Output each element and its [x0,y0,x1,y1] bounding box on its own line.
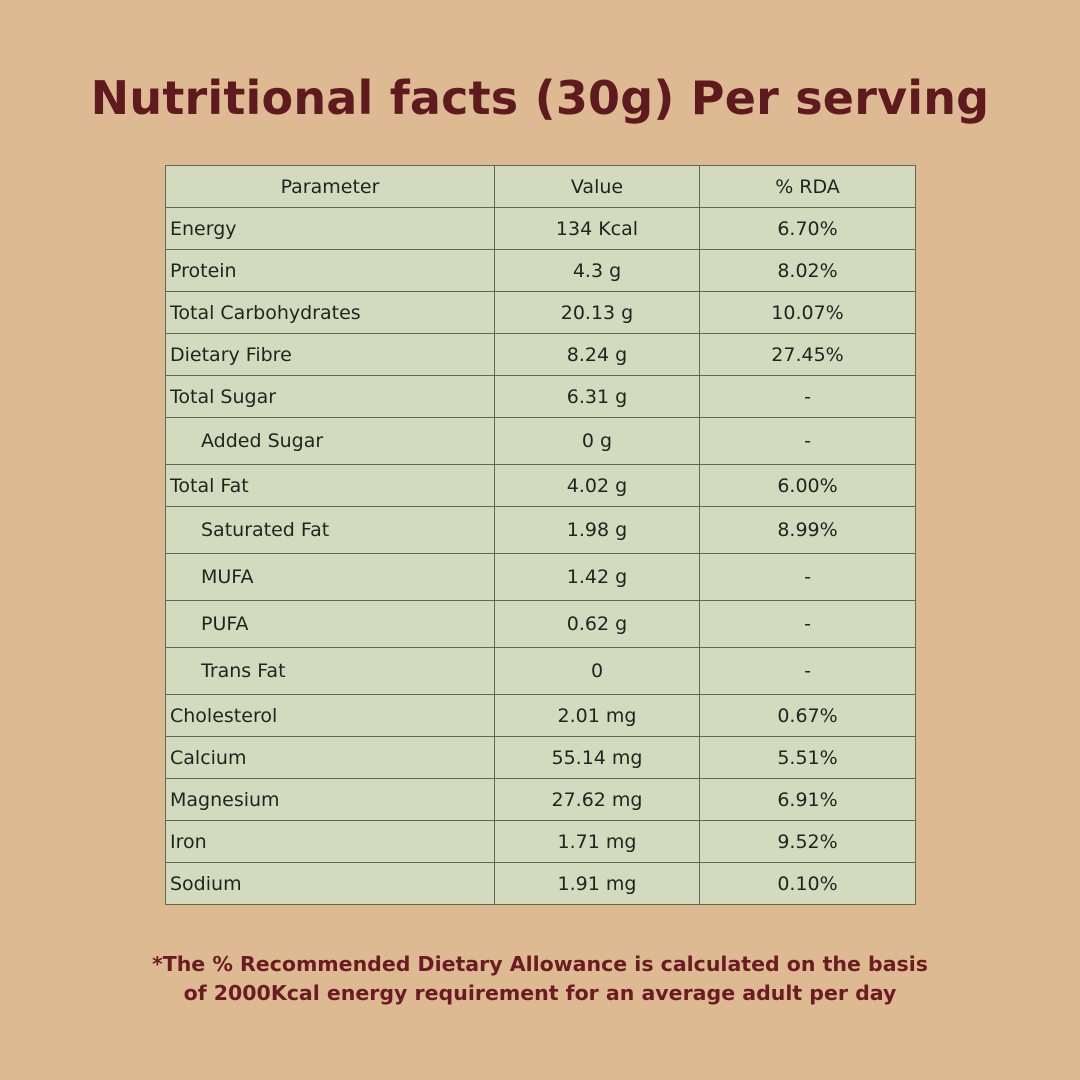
rda-footnote: *The % Recommended Dietary Allowance is … [0,950,1080,1008]
table-row: PUFA 0.62 g - [165,600,916,648]
cell-value: 55.14 mg [494,736,700,779]
cell-parameter: Total Fat [165,464,495,507]
cell-value: 27.62 mg [494,778,700,821]
table-row: Energy 134 Kcal 6.70% [165,207,916,250]
cell-parameter: Saturated Fat [165,506,495,554]
page-title: Nutritional facts (30g) Per serving [90,71,990,125]
cell-rda: 6.00% [699,464,916,507]
cell-value: 0 [494,647,700,695]
cell-rda: 8.02% [699,249,916,292]
cell-rda: 6.91% [699,778,916,821]
cell-rda: 0.67% [699,694,916,737]
cell-value: 6.31 g [494,375,700,418]
footnote-line-2: of 2000Kcal energy requirement for an av… [183,981,897,1005]
cell-parameter: Added Sugar [165,417,495,465]
cell-parameter: Sodium [165,862,495,905]
cell-rda: 0.10% [699,862,916,905]
table-row: Cholesterol 2.01 mg 0.67% [165,694,916,737]
cell-parameter: Protein [165,249,495,292]
cell-value: 1.91 mg [494,862,700,905]
cell-value: 20.13 g [494,291,700,334]
cell-rda: - [699,647,916,695]
cell-parameter: Iron [165,820,495,863]
cell-value: 1.71 mg [494,820,700,863]
cell-rda: 8.99% [699,506,916,554]
cell-rda: 6.70% [699,207,916,250]
cell-parameter: Energy [165,207,495,250]
cell-value: 0 g [494,417,700,465]
cell-rda: - [699,553,916,601]
nutrition-table: Parameter Value % RDA Energy 134 Kcal 6.… [165,165,916,905]
cell-rda: - [699,600,916,648]
cell-value: 2.01 mg [494,694,700,737]
cell-rda: 5.51% [699,736,916,779]
table-row: Magnesium 27.62 mg 6.91% [165,778,916,821]
table-row: Total Fat 4.02 g 6.00% [165,464,916,507]
table-row: Saturated Fat 1.98 g 8.99% [165,506,916,554]
cell-parameter: Trans Fat [165,647,495,695]
cell-value: 8.24 g [494,333,700,376]
cell-parameter: Total Carbohydrates [165,291,495,334]
header-parameter: Parameter [165,165,495,208]
cell-rda: 9.52% [699,820,916,863]
cell-parameter: Cholesterol [165,694,495,737]
cell-rda: - [699,375,916,418]
cell-parameter: Magnesium [165,778,495,821]
table-row: MUFA 1.42 g - [165,553,916,601]
cell-value: 1.42 g [494,553,700,601]
table-row: Calcium 55.14 mg 5.51% [165,736,916,779]
header-value: Value [494,165,700,208]
cell-parameter: Total Sugar [165,375,495,418]
cell-value: 4.02 g [494,464,700,507]
cell-value: 0.62 g [494,600,700,648]
footnote-line-1: *The % Recommended Dietary Allowance is … [152,952,928,976]
cell-rda: 10.07% [699,291,916,334]
cell-value: 1.98 g [494,506,700,554]
cell-rda: - [699,417,916,465]
cell-parameter: PUFA [165,600,495,648]
table-row: Total Carbohydrates 20.13 g 10.07% [165,291,916,334]
table-row: Trans Fat 0 - [165,647,916,695]
nutrition-table-container: Parameter Value % RDA Energy 134 Kcal 6.… [165,165,916,905]
table-row: Total Sugar 6.31 g - [165,375,916,418]
table-row: Protein 4.3 g 8.02% [165,249,916,292]
cell-value: 134 Kcal [494,207,700,250]
table-row: Sodium 1.91 mg 0.10% [165,862,916,905]
cell-parameter: MUFA [165,553,495,601]
cell-parameter: Dietary Fibre [165,333,495,376]
table-header-row: Parameter Value % RDA [165,165,916,208]
header-rda: % RDA [699,165,916,208]
cell-value: 4.3 g [494,249,700,292]
cell-rda: 27.45% [699,333,916,376]
cell-parameter: Calcium [165,736,495,779]
table-row: Dietary Fibre 8.24 g 27.45% [165,333,916,376]
table-row: Iron 1.71 mg 9.52% [165,820,916,863]
table-row: Added Sugar 0 g - [165,417,916,465]
